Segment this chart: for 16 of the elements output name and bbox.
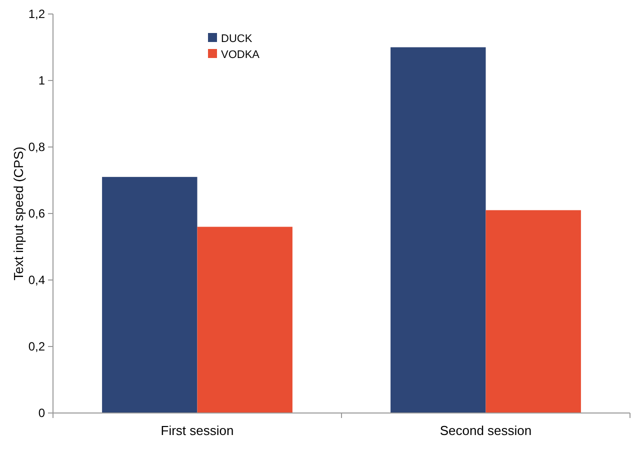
x-tick-label: Second session	[440, 423, 532, 438]
y-tick-label: 1	[38, 74, 46, 88]
y-tick-label: 1,2	[28, 7, 46, 22]
legend-label: DUCK	[221, 32, 253, 45]
bar	[486, 210, 581, 413]
bar	[102, 176, 198, 413]
y-axis-title: Text input speed (CPS)	[11, 146, 26, 280]
legend-label: VODKA	[221, 48, 260, 61]
bar	[390, 47, 486, 413]
y-tick-label: 0,2	[28, 340, 46, 354]
bar	[197, 226, 292, 413]
y-tick-label: 0,6	[28, 206, 46, 221]
y-tick-label: 0,4	[28, 273, 46, 288]
x-tick-label: First session	[160, 423, 234, 438]
y-tick-label: 0,8	[28, 140, 46, 154]
y-tick-label: 0	[38, 406, 46, 420]
